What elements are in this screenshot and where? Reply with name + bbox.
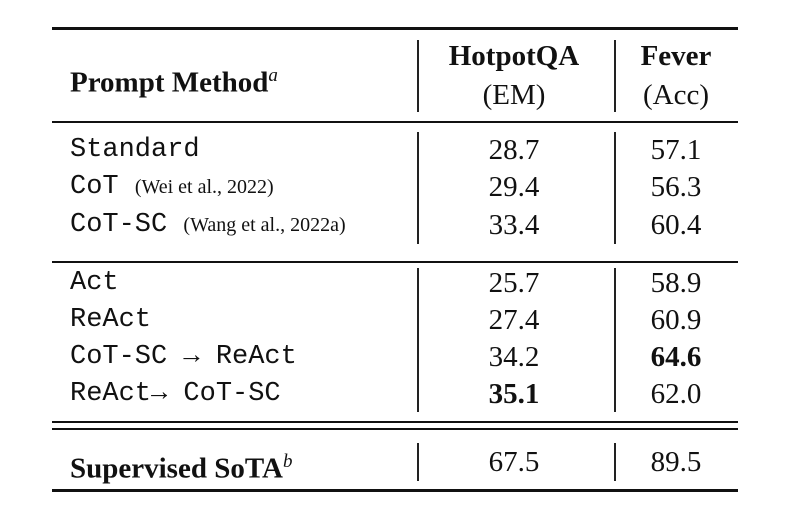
method: CoT (Wei et al., 2022) — [70, 169, 274, 205]
method: CoT-SC (Wang et al., 2022a) — [70, 207, 346, 243]
header-fever: Fever — [640, 40, 712, 72]
score: 62.0 — [650, 378, 702, 410]
score: 89.5 — [650, 446, 702, 478]
score: 27.4 — [488, 304, 540, 336]
header-rule — [52, 121, 738, 123]
method: ReAct→ CoT-SC — [70, 379, 281, 409]
method-name: CoT — [70, 172, 119, 202]
score: 57.1 — [650, 134, 702, 166]
header-text: Prompt Method — [70, 66, 269, 99]
header-hotpotqa: HotpotQA — [448, 40, 580, 72]
score: 60.4 — [650, 209, 702, 241]
group-rule — [52, 261, 738, 263]
column-divider — [417, 268, 419, 412]
method: Standard — [70, 132, 200, 168]
double-rule — [52, 428, 738, 430]
citation: (Wang et al., 2022a) — [183, 214, 346, 236]
best-score: 64.6 — [650, 341, 702, 373]
column-divider — [614, 132, 616, 244]
score: 67.5 — [488, 446, 540, 478]
bottom-rule — [52, 489, 738, 492]
method-name: Standard — [70, 135, 200, 165]
method-name: Supervised SoTA — [70, 452, 283, 485]
footnote-mark: a — [268, 65, 278, 86]
column-divider — [417, 443, 419, 481]
score: 33.4 — [488, 209, 540, 241]
column-divider — [417, 40, 419, 112]
method-name: CoT-SC — [70, 210, 168, 240]
method: Act — [70, 268, 119, 298]
method: Supervised SoTAb — [70, 444, 293, 485]
header-method: Prompt Methoda — [70, 58, 278, 99]
method: CoT-SC → ReAct — [70, 342, 297, 372]
citation: (Wei et al., 2022) — [134, 176, 274, 198]
column-divider — [614, 40, 616, 112]
top-rule — [52, 27, 738, 30]
score: 34.2 — [488, 341, 540, 373]
score: 58.9 — [650, 267, 702, 299]
score: 56.3 — [650, 171, 702, 203]
header-metric: (EM) — [482, 79, 546, 111]
method: ReAct — [70, 305, 152, 335]
score: 29.4 — [488, 171, 540, 203]
header-metric: (Acc) — [642, 79, 709, 111]
score: 25.7 — [488, 267, 540, 299]
score: 28.7 — [488, 134, 540, 166]
double-rule — [52, 421, 738, 423]
column-divider — [417, 132, 419, 244]
footnote-mark: b — [282, 451, 293, 472]
best-score: 35.1 — [488, 378, 540, 410]
column-divider — [614, 268, 616, 412]
column-divider — [614, 443, 616, 481]
score: 60.9 — [650, 304, 702, 336]
